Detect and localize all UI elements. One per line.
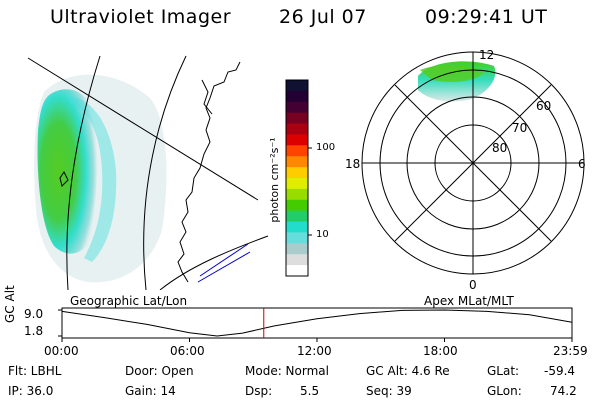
altitude-axis-label: GC Alt — [3, 285, 17, 323]
colorbar-tick-100: 100 — [316, 142, 336, 153]
mlat-label-60: 60 — [536, 99, 551, 113]
colorbar-frame — [285, 79, 309, 277]
colorbar-segment — [286, 254, 308, 266]
mlt-label-0: 0 — [469, 278, 477, 292]
colorbar-segment — [286, 134, 308, 146]
uv-emission-cyan-fringe — [68, 96, 117, 262]
gain-info: Gain: 14 — [125, 384, 176, 398]
time-tick-1800: 18:00 — [423, 344, 458, 358]
gc-altitude-info: GC Alt: 4.6 Re — [366, 364, 450, 378]
door-status-info: Door: Open — [125, 364, 194, 378]
altitude-timeline — [58, 307, 573, 342]
mode-info: Mode: Normal — [245, 364, 329, 378]
date-label: 26 Jul 07 — [279, 6, 367, 28]
colorbar-unit-label: photon cm⁻²s⁻¹ — [268, 137, 281, 222]
mlat-label-80: 80 — [492, 141, 507, 155]
colorbar-segment — [286, 210, 308, 223]
mlt-label-18: 18 — [345, 157, 360, 171]
polar-plot — [361, 51, 585, 275]
glat-value: -59.4 — [544, 364, 576, 378]
colorbar-segment — [286, 145, 308, 157]
instrument-title: Ultraviolet Imager — [50, 6, 232, 28]
colorbar-segment — [286, 188, 308, 201]
colorbar-segment — [286, 156, 308, 168]
colorbar-segment — [286, 221, 308, 234]
glat-label: GLat: — [487, 364, 520, 378]
dsp-value: 5.5 — [300, 384, 320, 398]
coastline — [177, 61, 241, 283]
geographic-map — [27, 55, 269, 290]
time-label: 09:29:41 UT — [425, 6, 548, 28]
colorbar-segment — [286, 199, 308, 212]
colorbar-segment — [286, 232, 308, 244]
glon-value: 74.2 — [550, 384, 577, 398]
colorbar-segment — [286, 90, 308, 103]
altitude-series-line — [61, 309, 573, 337]
glon-label: GLon: — [487, 384, 522, 398]
sequence-info: Seq: 39 — [366, 384, 412, 398]
time-tick-0000: 00:00 — [44, 344, 79, 358]
colorbar-segment — [286, 265, 308, 277]
colorbar-segment — [286, 80, 308, 92]
colorbar-segment — [286, 167, 308, 179]
colorbar-segment — [286, 101, 308, 114]
dsp-label: Dsp: — [245, 384, 273, 398]
colorbar-tick-10: 10 — [316, 229, 329, 240]
mlat-label-70: 70 — [512, 121, 527, 135]
colorbar — [285, 79, 312, 277]
ip-info: IP: 36.0 — [8, 384, 54, 398]
time-tick-0600: 06:00 — [170, 344, 205, 358]
altitude-tick-1.8: 1.8 — [24, 324, 44, 338]
apex-caption: Apex MLat/MLT — [424, 294, 514, 308]
colorbar-segment — [286, 112, 308, 125]
colorbar-segment — [286, 123, 308, 136]
uv-emission-auroral-oval — [37, 89, 98, 254]
colorbar-segment — [286, 243, 308, 255]
flight-filter-info: Flt: LBHL — [8, 364, 62, 378]
time-tick-1200: 12:00 — [297, 344, 332, 358]
colorbar-segment — [286, 178, 308, 190]
geographic-caption: Geographic Lat/Lon — [70, 294, 188, 308]
altitude-tick-9: 9.0 — [24, 307, 44, 321]
time-tick-2359: 23:59 — [553, 344, 588, 358]
mlt-label-12: 12 — [479, 48, 494, 62]
mlt-label-6: 6 — [578, 157, 586, 171]
